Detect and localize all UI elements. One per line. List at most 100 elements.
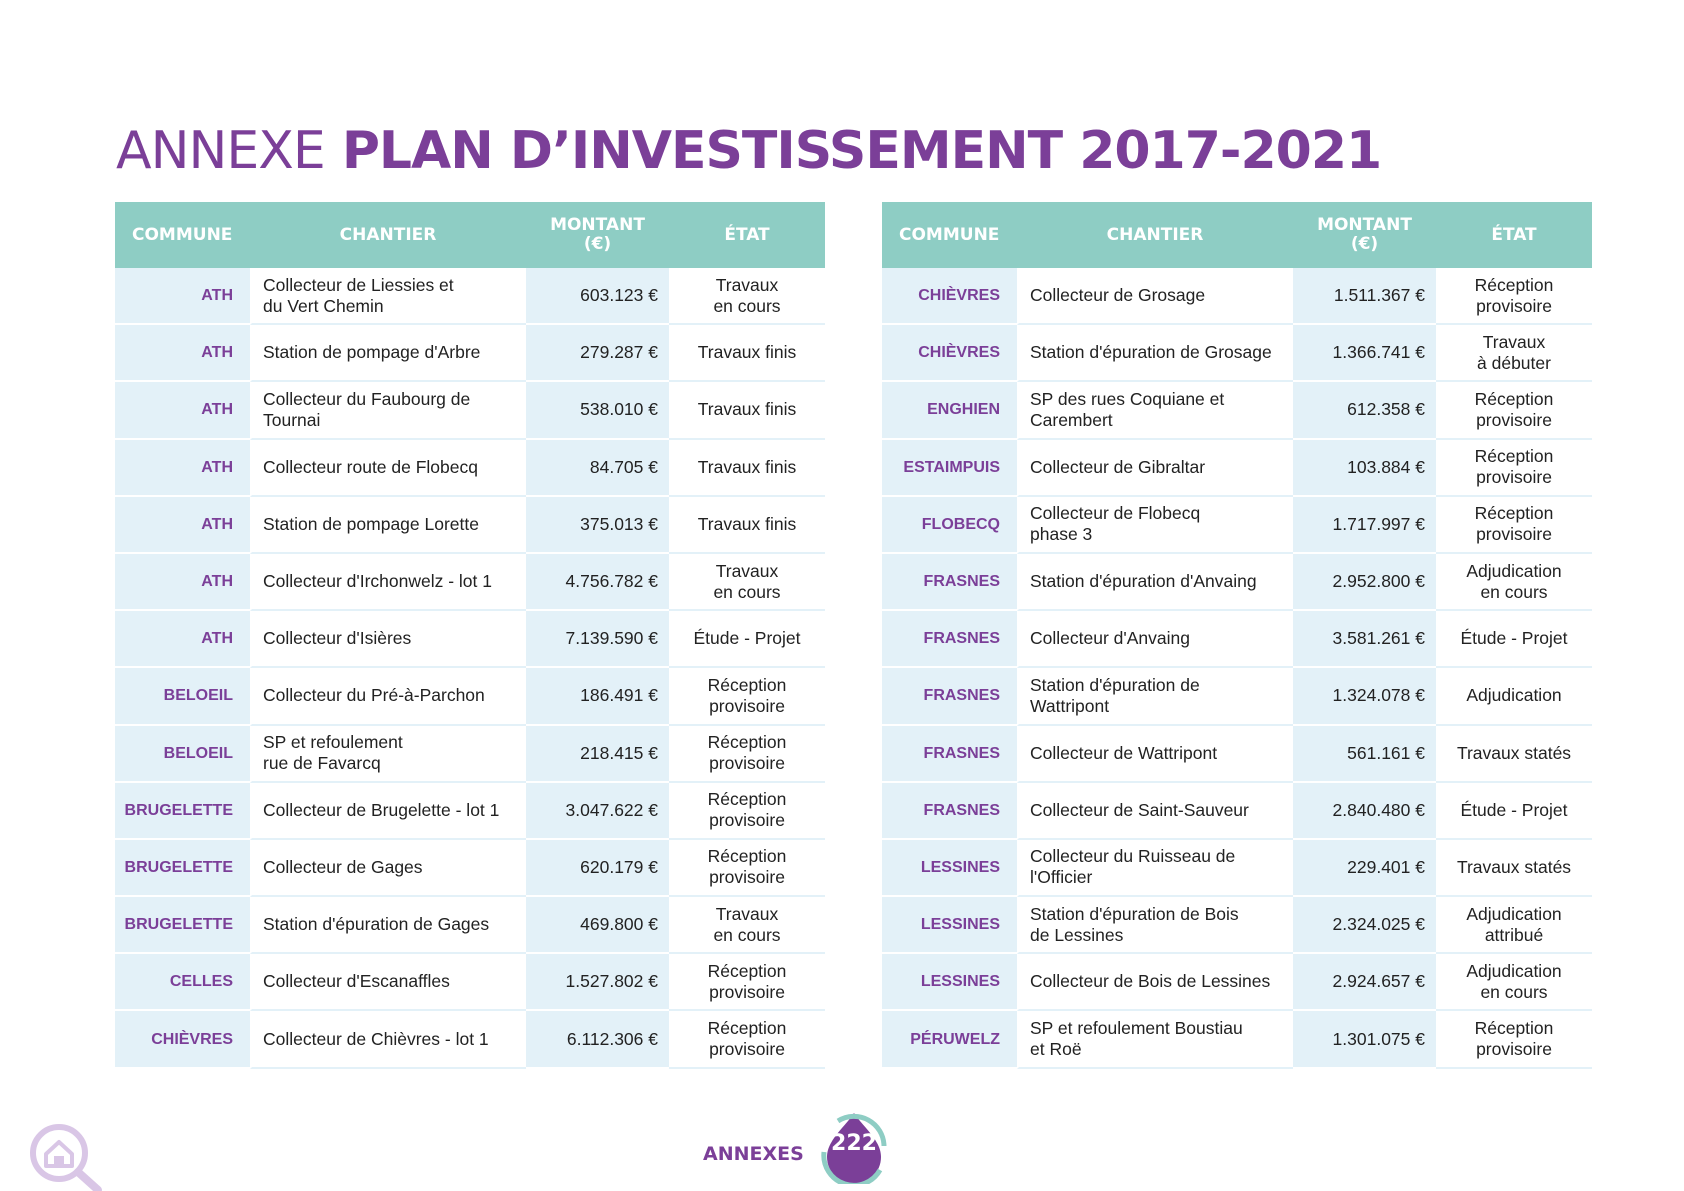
etat-cell: Réception provisoire [1436,496,1592,554]
title-main: PLAN D’INVESTISSEMENT 2017-2021 [341,121,1382,181]
chantier-cell: Collecteur d'Irchonwelz - lot 1 [250,553,526,612]
etat-cell: Étude - Projet [1436,782,1592,840]
header-etat: ÉTAT [1436,202,1592,268]
commune-cell: BRUGELETTE [115,839,250,898]
montant-cell: 7.139.590 € [526,611,669,669]
montant-cell: 620.179 € [526,839,669,898]
etat-cell: Réception provisoire [669,1011,825,1069]
chantier-cell: SP et refoulement rue de Favarcq [250,725,526,783]
montant-cell: 469.800 € [526,897,669,955]
etat-cell: Travaux en cours [669,268,825,326]
commune-cell: ATH [115,382,250,440]
table-row: ENGHIEN SP des rues Coquiane et Carembert 6… [882,382,1592,440]
table-row: BRUGELETTE Collecteur de Brugelette - lot… [115,782,825,840]
table-row: BELOEIL SP et refoulement rue de Favarcq 21… [115,725,825,783]
header-montant: MONTANT (€) [526,202,669,268]
etat-cell: Travaux finis [669,496,825,554]
table-header-row: COMMUNE CHANTIER MONTANT (€) ÉTAT [882,202,1592,268]
etat-cell: Réception provisoire [1436,439,1592,497]
commune-cell: FLOBECQ [882,496,1017,554]
chantier-cell: Station d'épuration de Grosage [1017,325,1293,383]
header-montant-line2: (€) [1350,234,1379,254]
commune-cell: ATH [115,611,250,669]
etat-cell: Travaux à débuter [1436,325,1592,383]
commune-cell: FRASNES [882,611,1017,669]
etat-cell: Réception provisoire [1436,382,1592,440]
header-chantier: CHANTIER [1017,202,1293,268]
montant-cell: 1.527.802 € [526,954,669,1012]
table-row: FRASNES Station d'épuration de Wattripont 1… [882,668,1592,726]
commune-cell: FRASNES [882,782,1017,840]
table-row: LESSINES Station d'épuration de Bois de Le… [882,897,1592,955]
montant-cell: 612.358 € [1293,382,1436,440]
montant-cell: 2.952.800 € [1293,553,1436,612]
montant-cell: 2.324.025 € [1293,897,1436,955]
montant-cell: 561.161 € [1293,725,1436,783]
page-number-drop-icon [821,1113,887,1184]
header-montant-line1: MONTANT [1317,215,1412,235]
chantier-cell: SP des rues Coquiane et Carembert [1017,382,1293,440]
chantier-cell: Collecteur de Grosage [1017,268,1293,326]
table-row: LESSINES Collecteur de Bois de Lessines 2.… [882,954,1592,1012]
table-row: FRASNES Collecteur d'Anvaing 3.581.261 € Ét… [882,611,1592,669]
header-etat: ÉTAT [669,202,825,268]
chantier-cell: Collecteur du Pré-à-Parchon [250,668,526,726]
etat-cell: Travaux finis [669,439,825,497]
chantier-cell: Collecteur de Flobecq phase 3 [1017,496,1293,554]
commune-cell: LESSINES [882,954,1017,1012]
etat-cell: Réception provisoire [669,782,825,840]
etat-cell: Réception provisoire [669,839,825,898]
commune-cell: BRUGELETTE [115,897,250,955]
etat-cell: Réception provisoire [1436,1011,1592,1069]
montant-cell: 84.705 € [526,439,669,497]
chantier-cell: Station d'épuration de Gages [250,897,526,955]
montant-cell: 1.717.997 € [1293,496,1436,554]
commune-cell: FRASNES [882,553,1017,612]
commune-cell: ATH [115,439,250,497]
montant-cell: 3.581.261 € [1293,611,1436,669]
footer-section-label: ANNEXES [703,1143,804,1165]
investment-table-left: COMMUNE CHANTIER MONTANT (€) ÉTAT ATH Coll… [115,202,825,1069]
montant-cell: 218.415 € [526,725,669,783]
table-row: ATH Collecteur route de Flobecq 84.705 € Tr… [115,439,825,497]
montant-cell: 1.324.078 € [1293,668,1436,726]
chantier-cell: Station d'épuration d'Anvaing [1017,553,1293,612]
commune-cell: BRUGELETTE [115,782,250,840]
table-row: FRASNES Collecteur de Saint-Sauveur 2.840.… [882,782,1592,840]
montant-cell: 375.013 € [526,496,669,554]
chantier-cell: Collecteur de Wattripont [1017,725,1293,783]
commune-cell: FRASNES [882,725,1017,783]
table-row: BRUGELETTE Collecteur de Gages 620.179 € Ré… [115,839,825,898]
chantier-cell: Collecteur de Liessies et du Vert Chemin [250,268,526,326]
table-row: CHIÈVRES Collecteur de Chièvres - lot 1 6.… [115,1011,825,1069]
etat-cell: Réception provisoire [669,725,825,783]
chantier-cell: SP et refoulement Boustiau et Roë [1017,1011,1293,1069]
montant-cell: 186.491 € [526,668,669,726]
header-montant: MONTANT (€) [1293,202,1436,268]
table-row: FRASNES Station d'épuration d'Anvaing 2.95… [882,553,1592,612]
table-body-left: ATH Collecteur de Liessies et du Vert Chem… [115,268,825,1069]
commune-cell: ATH [115,553,250,612]
table-row: ATH Collecteur d'Isières 7.139.590 € Étude … [115,611,825,669]
table-row: CHIÈVRES Station d'épuration de Grosage 1.… [882,325,1592,383]
commune-cell: ENGHIEN [882,382,1017,440]
etat-cell: Réception provisoire [669,668,825,726]
commune-cell: BELOEIL [115,725,250,783]
chantier-cell: Collecteur de Saint-Sauveur [1017,782,1293,840]
table-row: ATH Station de pompage Lorette 375.013 € Tr… [115,496,825,554]
commune-cell: LESSINES [882,839,1017,898]
header-commune: COMMUNE [882,202,1017,268]
commune-cell: PÉRUWELZ [882,1011,1017,1069]
page-number: 222 [831,1131,877,1156]
montant-cell: 229.401 € [1293,839,1436,898]
chantier-cell: Collecteur d'Isières [250,611,526,669]
header-commune: COMMUNE [115,202,250,268]
etat-cell: Adjudication en cours [1436,553,1592,612]
montant-cell: 6.112.306 € [526,1011,669,1069]
table-row: ATH Station de pompage d'Arbre 279.287 € Tr… [115,325,825,383]
table-row: ATH Collecteur du Faubourg de Tournai 538.0… [115,382,825,440]
montant-cell: 2.840.480 € [1293,782,1436,840]
header-chantier: CHANTIER [250,202,526,268]
etat-cell: Adjudication [1436,668,1592,726]
commune-cell: CELLES [115,954,250,1012]
